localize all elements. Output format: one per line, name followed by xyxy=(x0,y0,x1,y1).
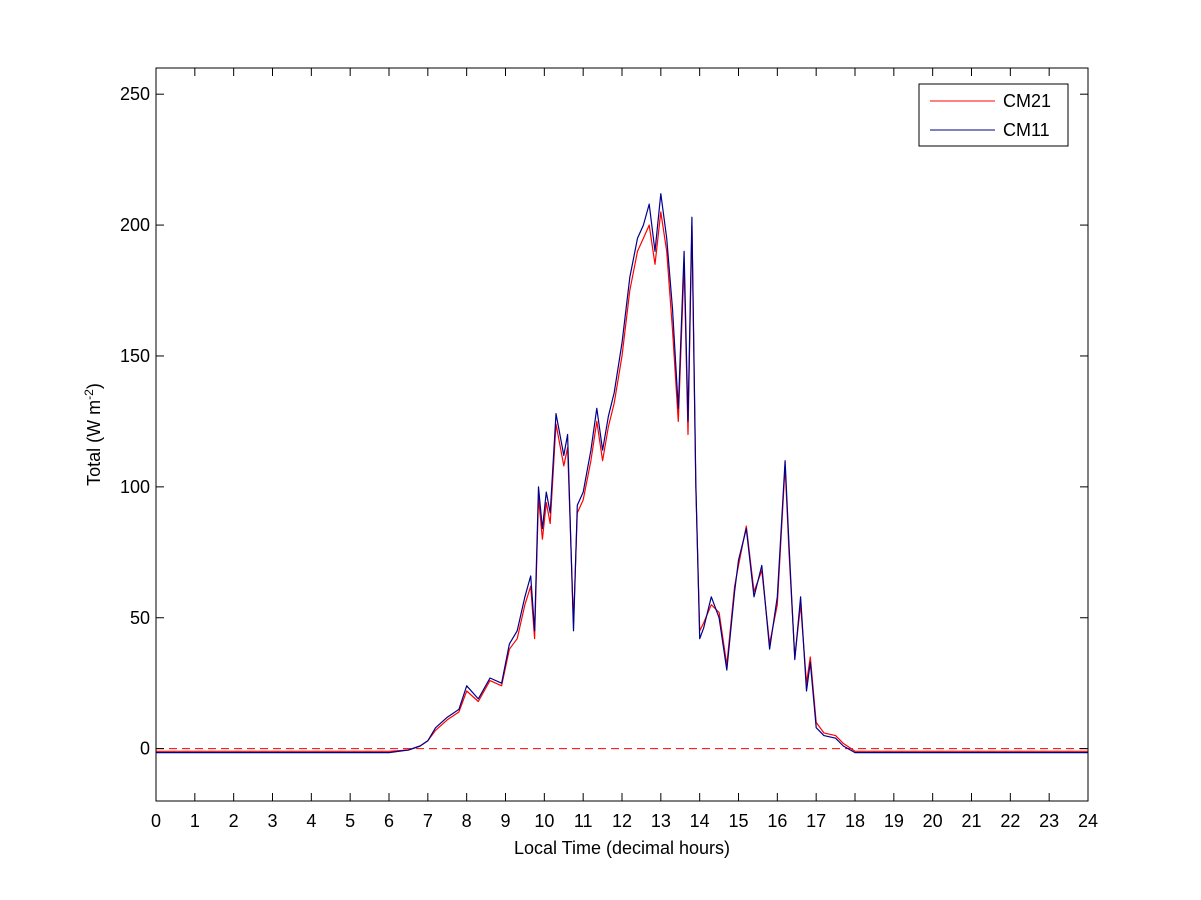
legend-label-cm11: CM11 xyxy=(1003,120,1050,140)
x-tick-label: 19 xyxy=(884,811,904,831)
y-axis-title-suffix: ) xyxy=(84,383,104,389)
x-tick-label: 10 xyxy=(534,811,554,831)
x-tick-label: 4 xyxy=(306,811,316,831)
y-tick-label: 250 xyxy=(120,84,150,104)
x-axis-title: Local Time (decimal hours) xyxy=(514,838,730,858)
y-tick-label: 150 xyxy=(120,346,150,366)
plot-frame xyxy=(155,67,1089,802)
x-tick-label: 7 xyxy=(423,811,433,831)
x-tick-label: 1 xyxy=(190,811,200,831)
series-line-cm11 xyxy=(156,193,1088,754)
x-tick-label: 9 xyxy=(500,811,510,831)
plot-layer xyxy=(156,193,1088,754)
x-tick-label: 14 xyxy=(690,811,710,831)
series-line-cm21 xyxy=(156,211,1088,752)
y-tick-label: 200 xyxy=(120,215,150,235)
x-tick-label: 6 xyxy=(384,811,394,831)
y-axis-title-main: Total (W m xyxy=(84,400,104,486)
x-tick-label: 11 xyxy=(574,811,593,831)
legend: CM21 CM11 xyxy=(918,83,1069,147)
x-tick-label: 8 xyxy=(462,811,472,831)
y-axis-title: Total (W m-2) xyxy=(82,383,104,486)
x-tick-label: 21 xyxy=(961,811,981,831)
y-tick-label: 0 xyxy=(140,739,150,759)
x-tick-label: 15 xyxy=(728,811,748,831)
y-axis-title-superscript: -2 xyxy=(82,389,96,400)
x-tick-label: 3 xyxy=(267,811,277,831)
y-tick-label: 100 xyxy=(120,477,150,497)
legend-label-cm21: CM21 xyxy=(1003,91,1051,111)
x-tick-label: 2 xyxy=(229,811,239,831)
ticks-layer: 0 1 2 3 4 5 6 7 8 9 10 11 12 13 14 15 16 17 18 19 20 21 22 23 24… xyxy=(120,68,1098,831)
x-tick-label: 16 xyxy=(767,811,787,831)
x-tick-label: 22 xyxy=(1000,811,1020,831)
x-tick-label: 13 xyxy=(651,811,671,831)
x-tick-label: 18 xyxy=(845,811,865,831)
x-tick-label: 20 xyxy=(923,811,943,831)
x-tick-label: 5 xyxy=(345,811,355,831)
x-tick-label: 12 xyxy=(612,811,632,831)
x-tick-label: 24 xyxy=(1078,811,1098,831)
y-tick-label: 50 xyxy=(130,608,150,628)
x-tick-label: 23 xyxy=(1039,811,1059,831)
x-tick-label: 0 xyxy=(151,811,161,831)
x-tick-label: 17 xyxy=(806,811,826,831)
legend-box xyxy=(918,83,1069,147)
